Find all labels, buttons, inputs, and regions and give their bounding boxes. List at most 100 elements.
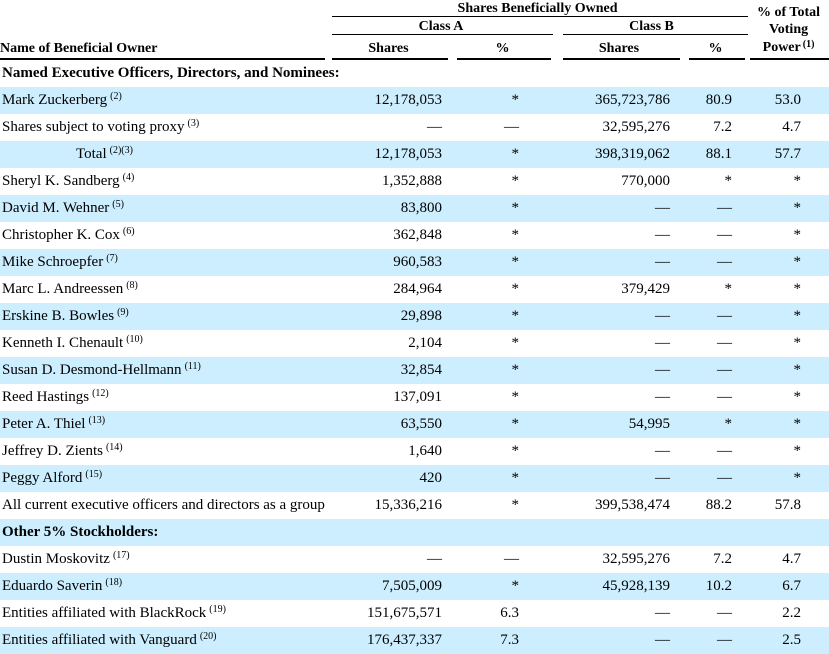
- class-b-shares-value: 32,595,276: [602, 551, 671, 567]
- class-b-percent-value: 88.1: [705, 146, 733, 162]
- owner-name: Christopher K. Cox (6): [2, 226, 135, 244]
- owner-name: Total (2)(3): [76, 145, 133, 163]
- class-b-percent-value: 88.2: [705, 497, 733, 513]
- voting-power-value: *: [793, 335, 802, 351]
- table-row: Shares subject to voting proxy (3) — — 32,59…: [0, 114, 829, 141]
- section-row: Named Executive Officers, Directors, and…: [0, 60, 829, 87]
- footnote-reference: (11): [184, 361, 201, 372]
- header-name-of-beneficial-owner: Name of Beneficial Owner: [0, 35, 327, 60]
- footnote-reference: (6): [122, 226, 135, 237]
- table-row: Kenneth I. Chenault (10) 2,104 * — — *: [0, 330, 829, 357]
- class-a-shares-value: 12,178,053: [374, 146, 443, 162]
- class-a-percent-value: *: [511, 146, 520, 162]
- class-a-percent-value: —: [504, 119, 519, 135]
- owner-name: Entities affiliated with BlackRock (19): [2, 604, 226, 622]
- header-class-b-percent: %: [683, 35, 748, 60]
- table-row: Entities affiliated with BlackRock (19) 15…: [0, 600, 829, 627]
- class-b-shares-value: —: [655, 443, 670, 459]
- class-b-shares-value: 770,000: [621, 173, 670, 189]
- table-row: Christopher K. Cox (6) 362,848 * — — *: [0, 222, 829, 249]
- voting-power-value: *: [793, 389, 802, 405]
- class-a-shares-value: 29,898: [400, 308, 442, 324]
- class-a-percent-value: *: [511, 173, 520, 189]
- footnote-reference: (19): [209, 604, 226, 615]
- class-b-shares-value: 32,595,276: [602, 119, 671, 135]
- class-b-shares-value: —: [655, 308, 670, 324]
- table-row: Entities affiliated with Vanguard (20) 176…: [0, 627, 829, 654]
- footnote-reference: (2)(3): [109, 145, 133, 156]
- owner-name: All current executive officers and direc…: [2, 497, 325, 513]
- table-row: All current executive officers and direc…: [0, 492, 829, 519]
- table-row: Mark Zuckerberg (2) 12,178,053 * 365,723,786…: [0, 87, 829, 114]
- class-b-shares-value: 379,429: [621, 281, 670, 297]
- class-b-shares-value: 365,723,786: [595, 92, 670, 108]
- class-b-shares-value: 54,995: [628, 416, 670, 432]
- owner-name: Shares subject to voting proxy (3): [2, 118, 200, 136]
- voting-power-line-1: % of Total: [757, 4, 821, 20]
- header-class-a-percent: %: [450, 35, 555, 60]
- class-a-shares-value: 2,104: [408, 335, 442, 351]
- class-a-shares-value: 12,178,053: [374, 92, 443, 108]
- owner-name: Reed Hastings (12): [2, 388, 109, 406]
- class-b-percent-value: —: [717, 227, 733, 243]
- voting-power-value: 53.0: [774, 92, 802, 108]
- owner-name: Marc L. Andreessen (8): [2, 280, 138, 298]
- class-b-percent-value: *: [724, 416, 733, 432]
- class-a-percent-value: *: [511, 470, 520, 486]
- header-class-b-shares: Shares: [555, 35, 683, 60]
- class-a-shares-value: 420: [419, 470, 443, 486]
- class-a-percent-value: 7.3: [500, 632, 519, 648]
- section-row: Other 5% Stockholders:: [0, 519, 829, 546]
- table-row: Susan D. Desmond-Hellmann (11) 32,854 * — — *: [0, 357, 829, 384]
- table-row: David M. Wehner (5) 83,800 * — — *: [0, 195, 829, 222]
- class-b-percent-value: —: [717, 443, 733, 459]
- owner-name: Peggy Alford (15): [2, 469, 103, 487]
- table-row: Reed Hastings (12) 137,091 * — — *: [0, 384, 829, 411]
- class-a-shares-value: 1,352,888: [382, 173, 442, 189]
- class-a-shares-value: 362,848: [393, 227, 442, 243]
- header-class-a-shares: Shares: [327, 35, 450, 60]
- footnote-reference: (5): [112, 199, 124, 210]
- class-b-percent-value: *: [724, 173, 733, 189]
- class-b-shares-value: —: [655, 389, 670, 405]
- header-spacer: [0, 17, 327, 35]
- class-a-percent-value: *: [511, 335, 520, 351]
- class-a-percent-value: 6.3: [500, 605, 519, 621]
- voting-power-value: 4.7: [782, 119, 802, 135]
- table-row: Sheryl K. Sandberg (4) 1,352,888 * 770,000 * *: [0, 168, 829, 195]
- class-b-shares-value: 399,538,474: [595, 497, 670, 513]
- owner-name: David M. Wehner (5): [2, 199, 124, 217]
- class-b-percent-value: 7.2: [713, 551, 733, 567]
- voting-power-footnote: (1): [802, 38, 815, 50]
- class-b-shares-value: —: [655, 335, 670, 351]
- class-a-shares-value: 7,505,009: [382, 578, 442, 594]
- footnote-reference: (12): [92, 388, 109, 399]
- class-a-shares-value: 137,091: [393, 389, 442, 405]
- footnote-reference: (14): [105, 442, 123, 453]
- class-a-shares-value: 151,675,571: [367, 605, 442, 621]
- class-b-shares-value: —: [655, 632, 670, 648]
- class-a-percent-value: *: [511, 308, 520, 324]
- class-a-percent-value: *: [511, 443, 520, 459]
- table-header: Shares Beneficially Owned % of Total Vot…: [0, 0, 829, 60]
- voting-power-value: *: [793, 416, 802, 432]
- footnote-reference: (15): [85, 469, 103, 480]
- class-b-percent-value: —: [717, 605, 733, 621]
- voting-power-line-3: Power: [762, 39, 801, 55]
- footnote-reference: (17): [112, 550, 130, 561]
- table-row: Marc L. Andreessen (8) 284,964 * 379,429 * *: [0, 276, 829, 303]
- section-label: Other 5% Stockholders:: [2, 524, 159, 540]
- footnote-reference: (13): [88, 415, 106, 426]
- header-class-a: Class A: [327, 17, 555, 35]
- voting-power-value: 6.7: [782, 578, 802, 594]
- footnote-reference: (3): [187, 118, 200, 129]
- class-b-shares-value: 45,928,139: [602, 578, 671, 594]
- header-spacer: [0, 0, 327, 17]
- class-b-percent-value: —: [717, 308, 733, 324]
- class-b-percent-value: —: [717, 389, 733, 405]
- owner-name: Eduardo Saverin (18): [2, 577, 123, 595]
- owner-name: Mark Zuckerberg (2): [2, 91, 122, 109]
- owner-name: Erskine B. Bowles (9): [2, 307, 129, 325]
- class-a-percent-value: *: [511, 389, 520, 405]
